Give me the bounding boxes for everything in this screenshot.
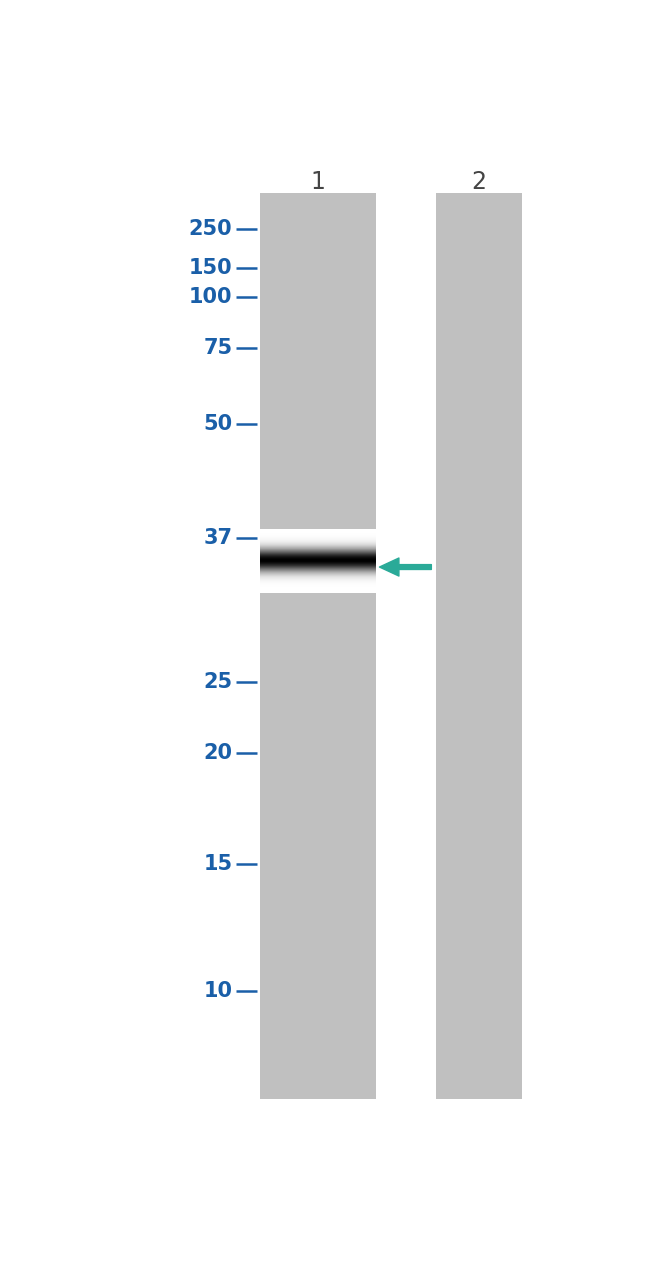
Text: 100: 100 [189, 287, 233, 307]
Text: 50: 50 [203, 414, 233, 434]
Bar [436, 193, 522, 1099]
Text: 25: 25 [203, 672, 233, 692]
Text: 10: 10 [203, 982, 233, 1002]
Text: 150: 150 [188, 258, 233, 278]
Text: 250: 250 [188, 218, 233, 239]
Text: 20: 20 [203, 743, 233, 763]
Text: 37: 37 [203, 528, 233, 547]
Text: 1: 1 [311, 170, 326, 194]
Text: 15: 15 [203, 855, 233, 874]
Text: 2: 2 [472, 170, 487, 194]
Bar [260, 193, 376, 1099]
Text: 75: 75 [203, 338, 233, 358]
